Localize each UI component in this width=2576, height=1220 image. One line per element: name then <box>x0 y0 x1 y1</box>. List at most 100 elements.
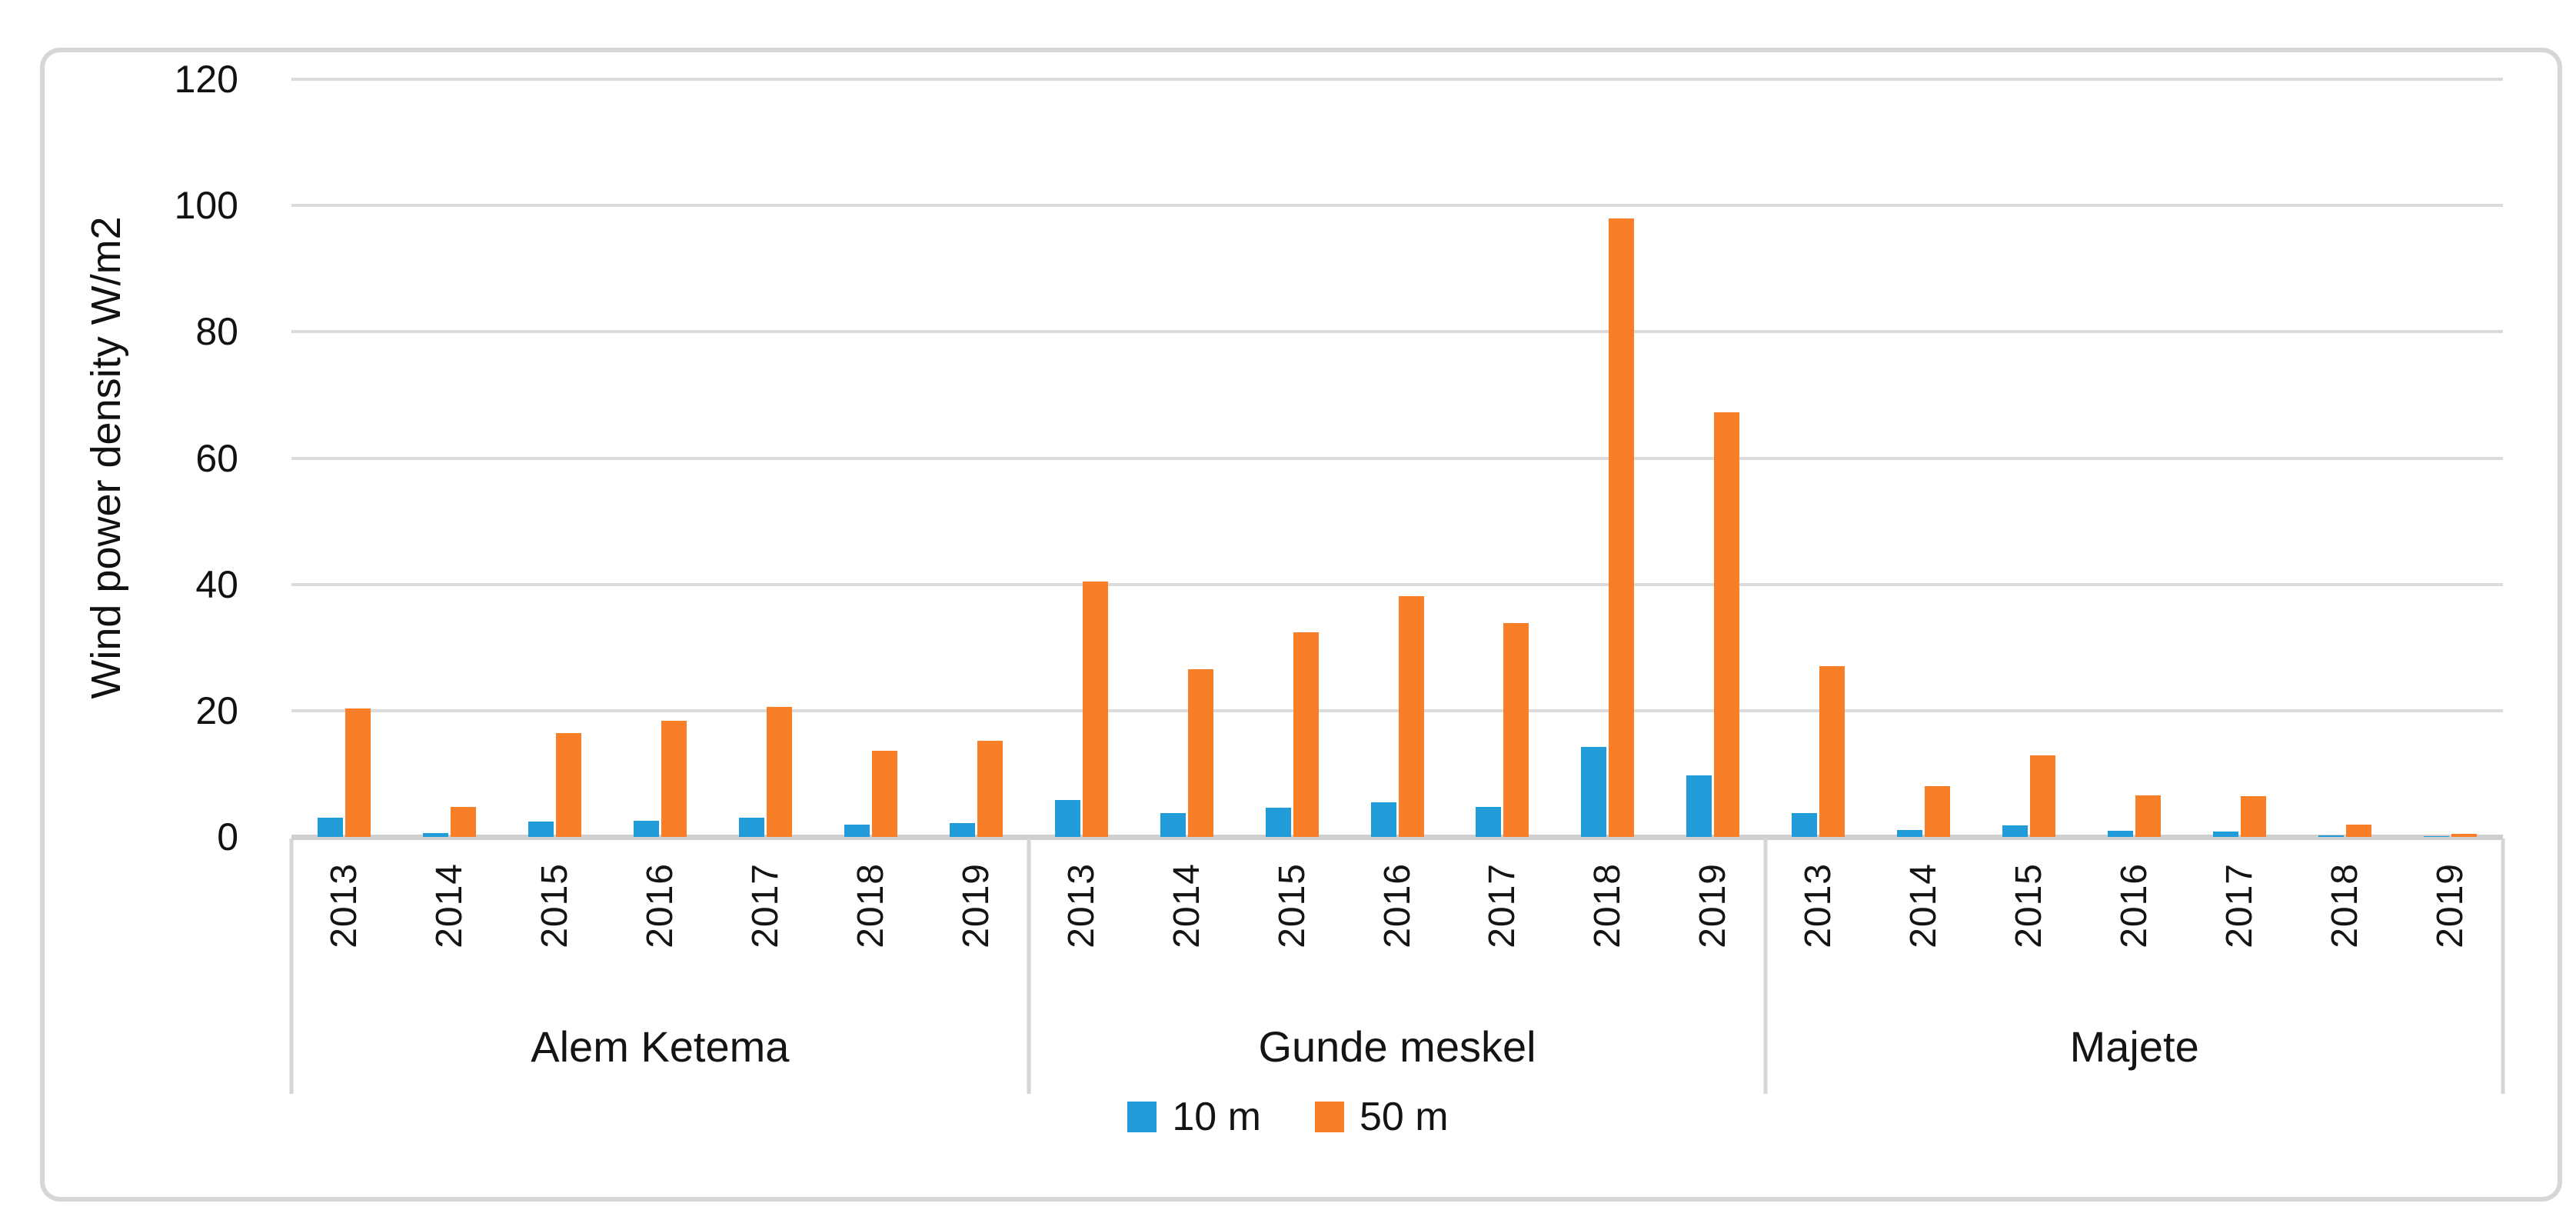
year-label-text: 2016 <box>639 863 681 948</box>
bar-50m-alem-ketema-2016 <box>661 720 687 837</box>
bar-slot-alem-ketema-2019 <box>924 79 1029 837</box>
category-group-labels: Alem Ketema Gunde meskel Majete <box>291 1022 2503 1086</box>
bar-10m-gunde-meskel-2013 <box>1054 800 1080 837</box>
bar-50m-majete-2016 <box>2135 795 2162 837</box>
bar-slot-majete-2019 <box>2398 79 2503 837</box>
bar-10m-alem-ketema-2016 <box>633 820 659 837</box>
bar-10m-alem-ketema-2017 <box>738 818 764 837</box>
bar-10m-majete-2019 <box>2424 836 2450 837</box>
bar-10m-alem-ketema-2013 <box>317 818 343 837</box>
y-tick-label-120: 120 <box>174 58 238 101</box>
bar-50m-alem-ketema-2014 <box>450 807 476 837</box>
year-label-gunde-meskel-2015: 2015 <box>1240 863 1345 994</box>
bar-50m-majete-2015 <box>2030 755 2056 837</box>
bar-10m-alem-ketema-2018 <box>844 824 870 837</box>
bar-10m-gunde-meskel-2014 <box>1160 812 1186 837</box>
year-label-alem-ketema-2016: 2016 <box>607 863 713 994</box>
bar-slot-gunde-meskel-2018 <box>1555 79 1660 837</box>
bar-slot-alem-ketema-2016 <box>607 79 713 837</box>
year-label-text: 2015 <box>534 863 575 948</box>
bar-10m-majete-2013 <box>1792 812 1818 837</box>
bar-10m-majete-2018 <box>2318 835 2345 837</box>
legend-item-50m: 50 m <box>1315 1094 1449 1140</box>
bar-10m-majete-2016 <box>2108 830 2134 837</box>
year-label-majete-2014: 2014 <box>1871 863 1976 994</box>
bar-10m-gunde-meskel-2016 <box>1370 802 1396 837</box>
bar-slot-majete-2016 <box>2082 79 2187 837</box>
legend-swatch-50m <box>1315 1102 1344 1132</box>
year-label-text: 2017 <box>1482 863 1523 948</box>
y-tick-label-20: 20 <box>195 688 238 732</box>
legend-item-10m: 10 m <box>1127 1094 1261 1140</box>
year-label-gunde-meskel-2017: 2017 <box>1449 863 1555 994</box>
bar-10m-majete-2014 <box>1897 829 1923 837</box>
year-label-text: 2015 <box>2009 863 2050 948</box>
year-label-text: 2018 <box>2325 863 2366 948</box>
year-label-text: 2013 <box>1798 863 1839 948</box>
year-label-text: 2017 <box>2219 863 2261 948</box>
year-label-alem-ketema-2019: 2019 <box>924 863 1029 994</box>
bar-50m-majete-2013 <box>1819 666 1845 837</box>
legend-label-50m: 50 m <box>1360 1095 1449 1139</box>
bar-slot-majete-2013 <box>1766 79 1871 837</box>
gridline-20 <box>291 708 2503 712</box>
bar-10m-gunde-meskel-2015 <box>1265 808 1291 837</box>
year-label-text: 2019 <box>1692 863 1734 948</box>
year-label-text: 2019 <box>2430 863 2471 948</box>
bar-10m-alem-ketema-2014 <box>422 833 448 837</box>
bar-series-area <box>291 79 2503 837</box>
y-tick-label-40: 40 <box>195 562 238 606</box>
gridline-120 <box>291 78 2503 81</box>
year-label-text: 2013 <box>1060 863 1102 948</box>
year-label-gunde-meskel-2019: 2019 <box>1660 863 1766 994</box>
gridline-40 <box>291 582 2503 586</box>
year-label-text: 2014 <box>1166 863 1207 948</box>
bar-slot-gunde-meskel-2014 <box>1134 79 1240 837</box>
group-label-alem-ketema: Alem Ketema <box>531 1022 790 1071</box>
bar-50m-alem-ketema-2017 <box>766 706 792 837</box>
gridline-60 <box>291 456 2503 460</box>
bar-50m-gunde-meskel-2015 <box>1293 632 1319 837</box>
year-label-majete-2019: 2019 <box>2398 863 2503 994</box>
year-label-text: 2017 <box>744 863 786 948</box>
x-axis-year-labels: 2013 2014 2015 2016 2017 2018 2019 2013 2014 2015… <box>291 863 2503 994</box>
year-label-text: 2019 <box>955 863 997 948</box>
year-label-text: 2018 <box>850 863 891 948</box>
y-tick-label-60: 60 <box>195 436 238 480</box>
y-tick-label-0: 0 <box>217 815 238 858</box>
bar-slot-alem-ketema-2013 <box>291 79 397 837</box>
x-axis-line <box>291 835 2503 840</box>
bar-50m-alem-ketema-2015 <box>555 733 581 837</box>
bar-slot-gunde-meskel-2013 <box>1029 79 1134 837</box>
bar-slot-majete-2014 <box>1871 79 1976 837</box>
bar-50m-majete-2014 <box>1925 786 1951 837</box>
bar-slot-alem-ketema-2014 <box>397 79 502 837</box>
bar-slot-majete-2015 <box>1976 79 2082 837</box>
bar-slot-alem-ketema-2018 <box>818 79 924 837</box>
bar-50m-alem-ketema-2018 <box>871 751 897 837</box>
bar-slot-gunde-meskel-2016 <box>1345 79 1450 837</box>
bar-10m-gunde-meskel-2018 <box>1581 747 1607 837</box>
bar-50m-alem-ketema-2019 <box>977 741 1003 837</box>
bar-slot-gunde-meskel-2015 <box>1240 79 1345 837</box>
year-label-alem-ketema-2014: 2014 <box>397 863 502 994</box>
legend-label-10m: 10 m <box>1172 1095 1261 1139</box>
year-label-alem-ketema-2013: 2013 <box>291 863 397 994</box>
year-label-gunde-meskel-2018: 2018 <box>1555 863 1660 994</box>
year-label-alem-ketema-2015: 2015 <box>502 863 607 994</box>
bar-10m-majete-2015 <box>2002 825 2029 837</box>
year-label-text: 2016 <box>2114 863 2155 948</box>
bar-10m-gunde-meskel-2019 <box>1686 775 1712 837</box>
year-label-text: 2013 <box>323 863 364 948</box>
year-label-majete-2016: 2016 <box>2082 863 2187 994</box>
year-label-alem-ketema-2017: 2017 <box>713 863 818 994</box>
year-label-text: 2016 <box>1376 863 1418 948</box>
gridline-100 <box>291 204 2503 208</box>
group-label-majete: Majete <box>2069 1022 2199 1071</box>
bar-50m-majete-2018 <box>2346 825 2372 837</box>
legend: 10 m 50 m <box>0 1086 2576 1148</box>
year-label-majete-2018: 2018 <box>2292 863 2398 994</box>
bar-slot-majete-2018 <box>2292 79 2398 837</box>
year-label-text: 2018 <box>1587 863 1629 948</box>
